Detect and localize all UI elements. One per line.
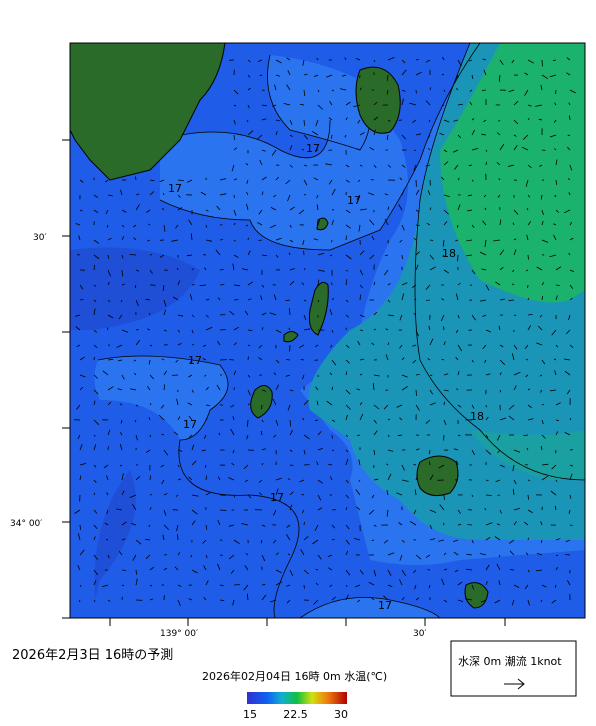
colorbar-tick-label: 30 — [334, 708, 348, 721]
lon-label: 139° 00′ — [160, 629, 198, 639]
lat-label: 30′ — [33, 233, 47, 243]
current-arrow — [570, 525, 573, 526]
current-arrow — [150, 313, 151, 315]
current-arrow — [542, 60, 543, 66]
current-arrow — [220, 510, 226, 511]
current-arrow — [304, 585, 305, 589]
current-arrow — [467, 525, 472, 526]
colorbar-tick-label: 22.5 — [283, 708, 308, 721]
contour-label: 17 — [270, 491, 284, 504]
current-arrow — [426, 300, 430, 301]
current-arrow — [528, 255, 529, 260]
contour-label: 17 — [188, 354, 202, 367]
caption: 2026年2月3日 16時の予測 — [12, 648, 173, 663]
current-arrow — [444, 495, 445, 500]
current-arrow — [220, 285, 224, 286]
contour-label: 17 — [168, 182, 182, 195]
current-arrow — [220, 330, 226, 331]
lon-label: 30′ — [413, 629, 427, 639]
contour-label: 18 — [470, 410, 484, 423]
contour-label: 17 — [378, 599, 392, 612]
current-arrow — [304, 522, 305, 525]
current-arrow — [414, 150, 416, 151]
current-arrow — [122, 570, 126, 571]
current-arrow — [130, 255, 137, 256]
current-arrow — [248, 357, 249, 361]
current-arrow — [556, 285, 560, 286]
current-arrow — [206, 405, 210, 406]
current-arrow — [346, 236, 347, 240]
current-arrow — [430, 462, 431, 466]
current-arrow — [430, 240, 433, 241]
current-arrow — [510, 570, 514, 571]
current-arrow — [286, 360, 290, 361]
lat-label: 34° 00′ — [10, 519, 42, 529]
current-arrow — [565, 555, 570, 556]
current-arrow — [248, 238, 249, 240]
current-arrow — [108, 328, 109, 330]
current-arrow — [514, 315, 516, 316]
current-arrow — [248, 420, 249, 427]
current-arrow — [150, 495, 152, 496]
colorbar-title: 2026年02月04日 16時 0m 水温(℃) — [202, 669, 387, 683]
contour-label: 17 — [347, 194, 361, 207]
legend-box — [451, 641, 576, 696]
current-arrow — [444, 327, 445, 331]
current-arrow — [486, 495, 492, 496]
contour-label: 18 — [442, 247, 456, 260]
current-arrow — [220, 240, 223, 241]
current-arrow — [570, 116, 571, 120]
current-arrow — [178, 534, 179, 540]
colorbar-tick-label: 15 — [243, 708, 257, 721]
current-arrow — [150, 435, 151, 437]
legend-label: 水深 0m 潮流 1knot — [458, 654, 562, 668]
map: 17 17 17 17 17 17 17 18 18 — [70, 43, 585, 618]
current-arrow — [220, 270, 224, 271]
current-arrow — [220, 315, 225, 316]
contour-label: 17 — [306, 142, 320, 155]
contour-label: 17 — [183, 418, 197, 431]
colorbar — [247, 692, 347, 704]
